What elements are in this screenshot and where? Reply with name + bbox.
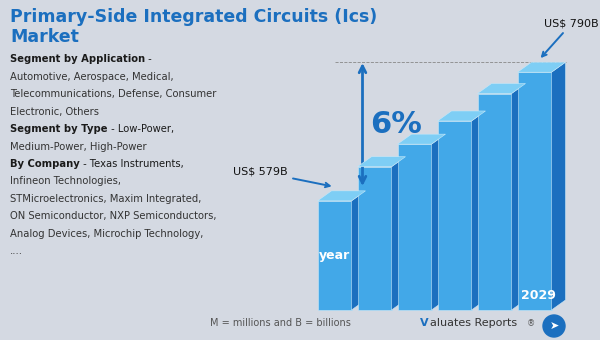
Polygon shape	[437, 111, 485, 121]
Polygon shape	[398, 134, 445, 144]
Text: Infineon Technologies,: Infineon Technologies,	[10, 176, 121, 187]
Text: Analog Devices, Microchip Technology,: Analog Devices, Microchip Technology,	[10, 229, 203, 239]
Text: ➤: ➤	[550, 321, 559, 331]
Polygon shape	[392, 157, 406, 310]
Polygon shape	[551, 62, 566, 310]
Polygon shape	[437, 121, 472, 310]
Text: 6%: 6%	[371, 110, 422, 139]
Text: Segment by Application: Segment by Application	[10, 54, 145, 64]
Polygon shape	[478, 94, 511, 310]
Polygon shape	[472, 111, 485, 310]
Text: ON Semiconductor, NXP Semiconductors,: ON Semiconductor, NXP Semiconductors,	[10, 211, 217, 221]
Text: year: year	[319, 249, 350, 262]
Text: US$ 579B: US$ 579B	[233, 167, 329, 187]
Polygon shape	[517, 62, 566, 72]
Polygon shape	[431, 134, 445, 310]
Polygon shape	[478, 84, 526, 94]
Text: Automotive, Aerospace, Medical,: Automotive, Aerospace, Medical,	[10, 71, 173, 82]
Text: aluates Reports: aluates Reports	[430, 318, 517, 328]
Text: 2029: 2029	[521, 289, 556, 302]
Text: Medium-Power, High-Power: Medium-Power, High-Power	[10, 141, 146, 152]
Text: STMicroelectronics, Maxim Integrated,: STMicroelectronics, Maxim Integrated,	[10, 194, 202, 204]
Text: Electronic, Others: Electronic, Others	[10, 106, 99, 117]
Polygon shape	[511, 84, 526, 310]
Polygon shape	[352, 191, 365, 310]
Text: US$ 790B: US$ 790B	[542, 18, 599, 56]
Text: -: -	[145, 54, 152, 64]
Polygon shape	[317, 201, 352, 310]
Text: ®: ®	[527, 319, 535, 328]
Polygon shape	[358, 157, 406, 167]
Text: Segment by Type: Segment by Type	[10, 124, 107, 134]
Polygon shape	[317, 191, 365, 201]
Text: By Company: By Company	[10, 159, 80, 169]
Polygon shape	[358, 167, 392, 310]
Circle shape	[543, 315, 565, 337]
Polygon shape	[398, 144, 431, 310]
Text: V: V	[420, 318, 428, 328]
Text: Market: Market	[10, 28, 79, 46]
Polygon shape	[517, 72, 551, 310]
Text: M = millions and B = billions: M = millions and B = billions	[210, 318, 351, 328]
Text: - Low-Power,: - Low-Power,	[107, 124, 173, 134]
Text: Telecommunications, Defense, Consumer: Telecommunications, Defense, Consumer	[10, 89, 217, 99]
Text: ....: ....	[10, 246, 23, 256]
Text: Primary-Side Integrated Circuits (Ics): Primary-Side Integrated Circuits (Ics)	[10, 8, 377, 26]
Text: - Texas Instruments,: - Texas Instruments,	[80, 159, 184, 169]
